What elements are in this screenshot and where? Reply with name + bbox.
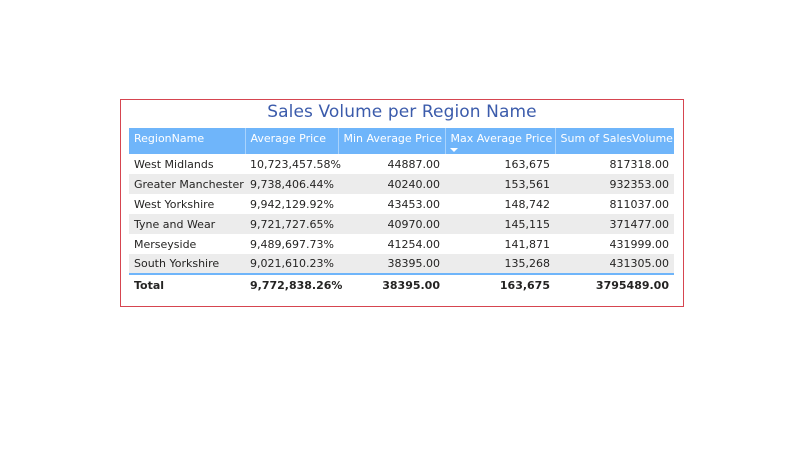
column-header-sum-of-salesvolume[interactable]: Sum of SalesVolume — [555, 128, 674, 154]
cell-average-price: 9,489,697.73% — [250, 237, 334, 251]
header-row: RegionName Average Price Min Average Pri… — [129, 128, 674, 154]
visual-title: Sales Volume per Region Name — [267, 102, 537, 122]
cell-region: West Yorkshire — [134, 197, 215, 211]
total-min-average-price: 38395.00 — [382, 278, 440, 292]
total-label: Total — [134, 278, 165, 292]
total-sum-salesvolume: 3795489.00 — [595, 278, 669, 292]
cell-sum-salesvolume: 932353.00 — [555, 174, 674, 194]
column-header-min-average-price[interactable]: Min Average Price — [338, 128, 446, 154]
cell-sum-salesvolume: 431999.00 — [609, 237, 670, 251]
cell-average-price: 9,021,610.23% — [245, 254, 338, 275]
cell-max-average-price: 135,268 — [445, 254, 555, 275]
cell-min-average-price: 40970.00 — [338, 214, 445, 234]
table-row[interactable]: West Yorkshire 9,942,129.92% 43453.00 14… — [129, 194, 674, 214]
table-row[interactable]: Merseyside 9,489,697.73% 41254.00 141,87… — [129, 234, 674, 254]
table-row[interactable]: West Midlands 10,723,457.58% 44887.00 16… — [129, 154, 674, 174]
cell-sum-salesvolume: 431305.00 — [555, 254, 674, 275]
column-header-average-price[interactable]: Average Price — [245, 128, 339, 154]
cell-average-price: 10,723,457.58% — [250, 157, 341, 171]
cell-max-average-price: 163,675 — [504, 157, 551, 171]
cell-average-price: 9,942,129.92% — [250, 197, 334, 211]
table-row[interactable]: Greater Manchester 9,738,406.44% 40240.0… — [129, 174, 674, 194]
cell-max-average-price: 145,115 — [445, 214, 555, 234]
total-max-average-price: 163,675 — [499, 278, 550, 292]
cell-max-average-price: 141,871 — [504, 237, 551, 251]
sort-descending-icon — [449, 148, 458, 152]
total-row: Total 9,772,838.26% 38395.00 163,675 379… — [129, 274, 674, 295]
table-visual[interactable]: Sales Volume per Region Name RegionName … — [120, 99, 684, 307]
cell-average-price: 9,721,727.65% — [245, 214, 338, 234]
cell-average-price: 9,738,406.44% — [245, 174, 338, 194]
cell-min-average-price: 41254.00 — [387, 237, 441, 251]
column-header-label: Max Average Price — [450, 132, 553, 145]
cell-region: Merseyside — [134, 237, 197, 251]
cell-min-average-price: 43453.00 — [387, 197, 441, 211]
cell-region: Greater Manchester — [129, 174, 245, 194]
cell-sum-salesvolume: 817318.00 — [609, 157, 670, 171]
cell-min-average-price: 44887.00 — [387, 157, 441, 171]
data-table: RegionName Average Price Min Average Pri… — [129, 128, 674, 295]
cell-sum-salesvolume: 371477.00 — [555, 214, 674, 234]
table-row[interactable]: South Yorkshire 9,021,610.23% 38395.00 1… — [129, 254, 674, 275]
cell-max-average-price: 153,561 — [445, 174, 555, 194]
total-average-price: 9,772,838.26% — [250, 278, 343, 292]
column-header-max-average-price[interactable]: Max Average Price — [445, 128, 556, 154]
cell-min-average-price: 40240.00 — [338, 174, 445, 194]
cell-sum-salesvolume: 811037.00 — [609, 197, 670, 211]
cell-max-average-price: 148,742 — [504, 197, 551, 211]
cell-region: West Midlands — [134, 157, 214, 171]
cell-region: Tyne and Wear — [129, 214, 245, 234]
table-row[interactable]: Tyne and Wear 9,721,727.65% 40970.00 145… — [129, 214, 674, 234]
column-header-regionname[interactable]: RegionName — [129, 128, 246, 154]
cell-min-average-price: 38395.00 — [338, 254, 445, 275]
cell-region: South Yorkshire — [129, 254, 245, 275]
